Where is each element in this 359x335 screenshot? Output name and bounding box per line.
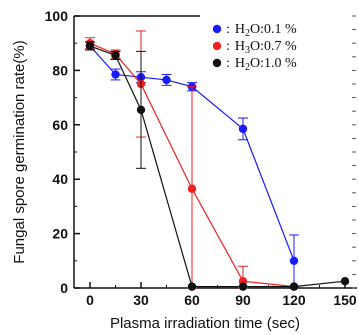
- data-point: [136, 105, 146, 115]
- legend-label: : H2O:1.0 %: [226, 56, 297, 73]
- series-line: [89, 42, 295, 288]
- x-tick-label: 120: [282, 292, 306, 308]
- y-tick-label: 60: [52, 117, 68, 133]
- series-line: [89, 45, 346, 288]
- data-point: [289, 256, 299, 265]
- x-tick-label: 150: [333, 292, 357, 308]
- series-layer: [85, 30, 350, 291]
- data-point: [85, 41, 95, 51]
- x-axis-label: Plasma irradiation time (sec): [110, 315, 300, 332]
- legend-subscript: 3: [245, 45, 250, 56]
- legend-marker: [212, 24, 222, 34]
- x-tick-label: 0: [86, 292, 94, 308]
- legend-label: : H3O:0.7 %: [226, 39, 297, 56]
- data-point: [187, 282, 197, 291]
- y-tick-label: 40: [52, 171, 68, 187]
- data-point: [111, 51, 120, 60]
- data-point: [238, 124, 248, 134]
- series-2: [85, 41, 350, 291]
- legend-marker: [212, 41, 222, 51]
- x-tick-label: 90: [235, 292, 251, 308]
- y-axis-label: Fungal spore germination rate(%): [11, 40, 28, 263]
- data-point: [162, 75, 171, 85]
- y-tick-label: 0: [60, 280, 68, 296]
- data-point: [111, 70, 120, 79]
- legend-label: : H2O:0.1 %: [226, 22, 297, 39]
- legend: : H2O:0.1 %: H3O:0.7 %: H2O:1.0 %: [212, 22, 297, 73]
- y-tick-label: 100: [45, 8, 69, 24]
- y-tick-label: 80: [52, 62, 68, 78]
- data-point: [289, 282, 299, 291]
- y-tick-label: 20: [52, 226, 68, 242]
- legend-subscript: 2: [245, 62, 250, 73]
- x-tick-label: 60: [184, 292, 200, 308]
- legend-subscript: 2: [245, 28, 250, 39]
- legend-marker: [212, 58, 222, 68]
- x-tick-label: 30: [133, 292, 149, 308]
- axes: 0 20 40 60 80 100 0 30 60 90 120 150: [45, 8, 357, 308]
- data-point: [187, 184, 197, 193]
- data-point: [238, 282, 248, 291]
- data-point: [340, 277, 350, 286]
